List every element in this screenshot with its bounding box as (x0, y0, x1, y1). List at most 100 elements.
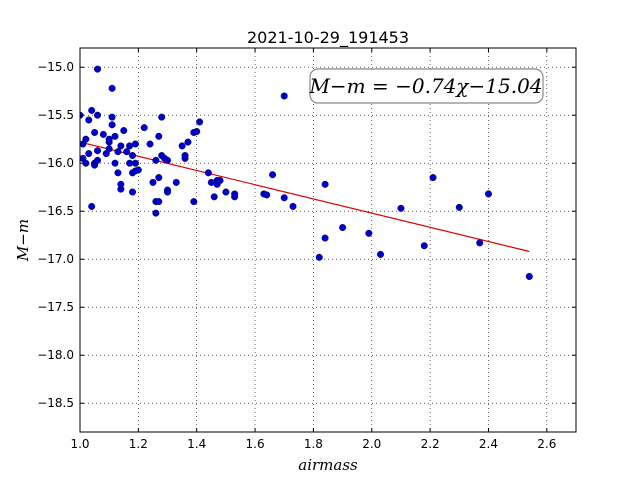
data-point (85, 150, 93, 158)
fit-annotation: M−m = −0.74χ−15.04 (308, 68, 544, 104)
data-point (149, 178, 157, 186)
y-tick-label: −15.0 (37, 60, 74, 74)
x-axis-label: airmass (298, 456, 358, 474)
data-point (339, 224, 347, 232)
data-point (108, 84, 116, 92)
y-tick-label: −18.5 (37, 396, 74, 410)
data-point (280, 92, 288, 100)
data-point (525, 272, 533, 280)
data-point (181, 152, 189, 160)
x-tick-label: 2.0 (362, 437, 381, 451)
data-point (289, 202, 297, 210)
x-tick-label: 1.4 (187, 437, 206, 451)
data-point (315, 253, 323, 261)
data-point (126, 159, 134, 167)
data-point (207, 178, 215, 186)
data-point (193, 128, 201, 136)
data-point (120, 127, 128, 135)
data-point (82, 135, 90, 143)
data-point (129, 152, 137, 160)
data-point (172, 178, 180, 186)
data-point (94, 111, 102, 119)
data-point (164, 186, 172, 194)
data-point (204, 169, 212, 177)
data-point (321, 234, 329, 242)
data-point (210, 193, 218, 201)
data-point (155, 174, 163, 182)
data-point (155, 132, 163, 140)
data-point (190, 198, 198, 206)
data-point (377, 250, 385, 258)
data-point (108, 113, 116, 121)
y-tick-label: −18.0 (37, 348, 74, 362)
data-point (91, 128, 99, 136)
data-point (231, 190, 239, 198)
data-point (126, 142, 134, 150)
data-point (484, 190, 492, 198)
data-point (365, 229, 373, 237)
data-point (455, 203, 463, 211)
data-point (94, 147, 102, 155)
data-point (99, 130, 107, 138)
data-point (152, 156, 160, 164)
data-point (321, 180, 329, 188)
data-point (88, 202, 96, 210)
y-tick-label: −15.5 (37, 108, 74, 122)
x-tick-label: 2.4 (479, 437, 498, 451)
data-point (263, 191, 271, 199)
grid (79, 48, 576, 432)
data-point (146, 140, 154, 148)
data-point (164, 156, 172, 164)
data-point (105, 135, 113, 143)
data-point (196, 118, 204, 126)
y-axis-label: M−m (14, 219, 32, 262)
data-point (94, 156, 102, 164)
data-point (129, 188, 137, 196)
x-tick-label: 2.6 (537, 437, 556, 451)
data-point (280, 194, 288, 202)
data-point (397, 204, 405, 212)
data-point (269, 171, 277, 179)
axis-ticks: 1.0 1.2 1.4 1.6 1.8 2.0 2.2 2.4 2.6 −15.0 −15.5 −16… (37, 48, 576, 451)
data-point (94, 65, 102, 73)
data-point (123, 148, 131, 156)
x-tick-label: 1.0 (70, 437, 89, 451)
y-tick-label: −17.0 (37, 252, 74, 266)
y-tick-label: −16.5 (37, 204, 74, 218)
data-point (114, 148, 122, 156)
y-tick-label: −16.0 (37, 156, 74, 170)
annotation-text: M−m = −0.74χ−15.04 (308, 74, 542, 98)
data-point (88, 106, 96, 114)
annotation-box (309, 68, 544, 104)
chart-title: 2021-10-29_191453 (247, 28, 409, 48)
data-point (155, 198, 163, 206)
plot-frame (79, 47, 577, 433)
data-point (429, 174, 437, 182)
data-point (158, 113, 166, 121)
x-tick-label: 1.8 (304, 437, 323, 451)
data-point (105, 145, 113, 153)
data-point (114, 169, 122, 177)
data-point (222, 188, 230, 196)
data-point (108, 121, 116, 129)
data-point (117, 142, 125, 150)
data-point (184, 138, 192, 146)
y-tick-label: −17.5 (37, 300, 74, 314)
data-point (131, 159, 139, 167)
x-tick-label: 1.6 (246, 437, 265, 451)
data-points (80, 65, 533, 280)
x-tick-label: 2.2 (421, 437, 440, 451)
data-point (111, 132, 119, 140)
data-point (476, 239, 484, 247)
x-tick-label: 1.2 (129, 437, 148, 451)
data-point (134, 166, 142, 174)
data-point (216, 176, 224, 184)
data-point (178, 142, 186, 150)
data-point (85, 116, 93, 124)
data-point (140, 124, 148, 132)
data-point (111, 159, 119, 167)
data-point (131, 140, 139, 148)
data-point (117, 180, 125, 188)
data-point (420, 242, 428, 250)
